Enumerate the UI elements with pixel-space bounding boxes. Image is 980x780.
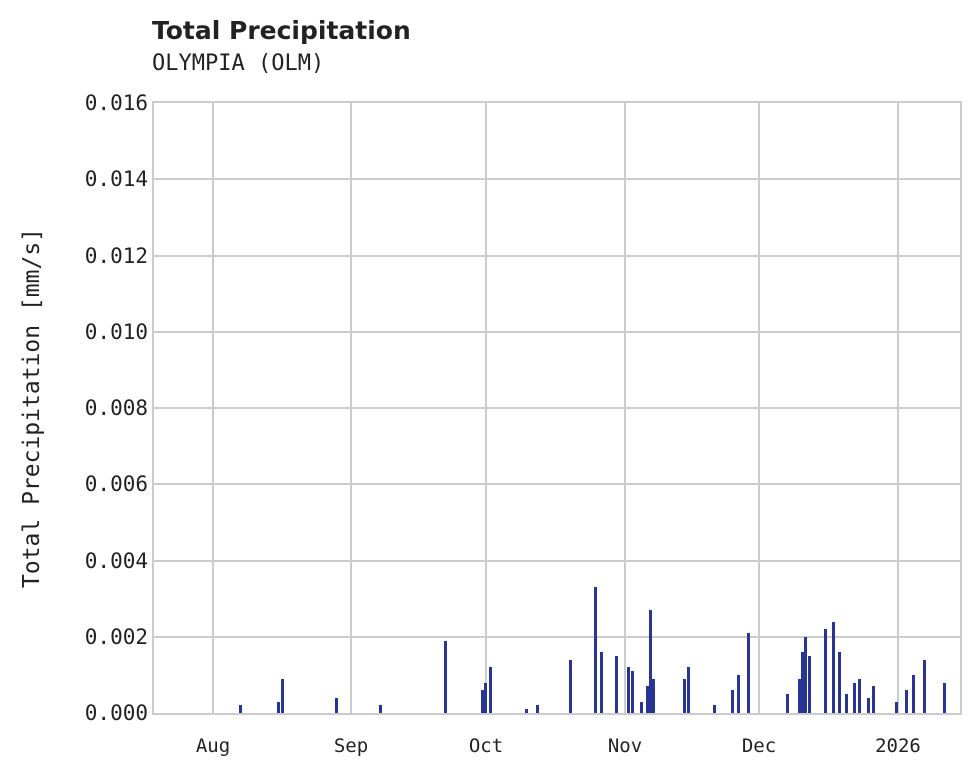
- data-bar: [905, 690, 908, 713]
- gridline-vertical: [624, 103, 626, 713]
- data-bar: [646, 686, 649, 713]
- gridline-vertical: [758, 103, 760, 713]
- data-bar: [801, 652, 804, 713]
- data-bar: [631, 671, 634, 713]
- y-tick-label: 0.002: [84, 624, 148, 649]
- plot-area: [152, 101, 962, 715]
- data-bar: [652, 678, 655, 713]
- y-tick-label: 0.006: [84, 472, 148, 497]
- data-bar: [923, 659, 926, 713]
- data-bar: [484, 682, 487, 713]
- gridline-horizontal: [154, 407, 960, 409]
- data-bar: [649, 610, 652, 713]
- data-bar: [713, 705, 716, 713]
- data-bar: [786, 693, 789, 713]
- data-bar: [798, 678, 801, 713]
- x-tick-label: Nov: [607, 735, 643, 757]
- data-bar: [912, 674, 915, 713]
- data-bar: [600, 652, 603, 713]
- data-bar: [832, 621, 835, 713]
- chart-subtitle: OLYMPIA (OLM): [152, 51, 325, 76]
- x-tick-label: Dec: [741, 735, 777, 757]
- data-bar: [867, 697, 870, 713]
- y-tick-label: 0.010: [84, 319, 148, 344]
- data-bar: [615, 655, 618, 713]
- x-tick-label: Sep: [333, 735, 369, 757]
- data-bar: [640, 701, 643, 713]
- x-tick-label: Aug: [195, 735, 231, 757]
- gridline-horizontal: [154, 178, 960, 181]
- data-bar: [277, 701, 280, 713]
- data-bar: [481, 690, 484, 713]
- y-tick-label: 0.014: [84, 167, 148, 192]
- data-bar: [853, 682, 856, 713]
- gridline-vertical: [897, 103, 899, 713]
- y-tick-label: 0.012: [84, 243, 148, 268]
- data-bar: [872, 686, 875, 713]
- data-bar: [335, 697, 338, 713]
- x-tick-label: 2026: [875, 735, 921, 757]
- gridline-horizontal: [154, 254, 960, 257]
- data-bar: [525, 709, 528, 713]
- data-bar: [943, 682, 946, 713]
- data-bar: [594, 587, 597, 713]
- chart-title: Total Precipitation: [152, 16, 411, 45]
- data-bar: [845, 693, 848, 713]
- gridline-vertical: [350, 103, 352, 713]
- data-bar: [239, 705, 242, 713]
- data-bar: [281, 678, 284, 713]
- data-bar: [858, 678, 861, 713]
- gridline-horizontal: [154, 559, 960, 562]
- data-bar: [737, 674, 740, 713]
- data-bar: [683, 678, 686, 713]
- data-bar: [444, 640, 447, 713]
- data-bar: [838, 652, 841, 713]
- data-bar: [687, 667, 690, 713]
- data-bar: [808, 655, 811, 713]
- y-tick-label: 0.008: [84, 396, 148, 420]
- data-bar: [627, 667, 630, 713]
- data-bar: [824, 629, 827, 713]
- data-bar: [804, 636, 807, 713]
- gridline-horizontal: [154, 330, 960, 333]
- gridline-horizontal: [154, 635, 960, 638]
- y-tick-label: 0.004: [84, 548, 148, 573]
- gridline-horizontal: [154, 483, 960, 486]
- y-tick-label: 0.016: [84, 91, 148, 115]
- data-bar: [489, 667, 492, 713]
- gridline-vertical: [212, 103, 214, 713]
- data-bar: [895, 701, 898, 713]
- y-tick-label: 0.000: [84, 701, 148, 725]
- data-bar: [747, 632, 750, 713]
- x-tick-label: Oct: [468, 735, 504, 757]
- data-bar: [536, 705, 539, 713]
- data-bar: [379, 705, 382, 713]
- data-bar: [731, 690, 734, 713]
- gridline-vertical: [485, 103, 487, 713]
- data-bar: [569, 659, 572, 713]
